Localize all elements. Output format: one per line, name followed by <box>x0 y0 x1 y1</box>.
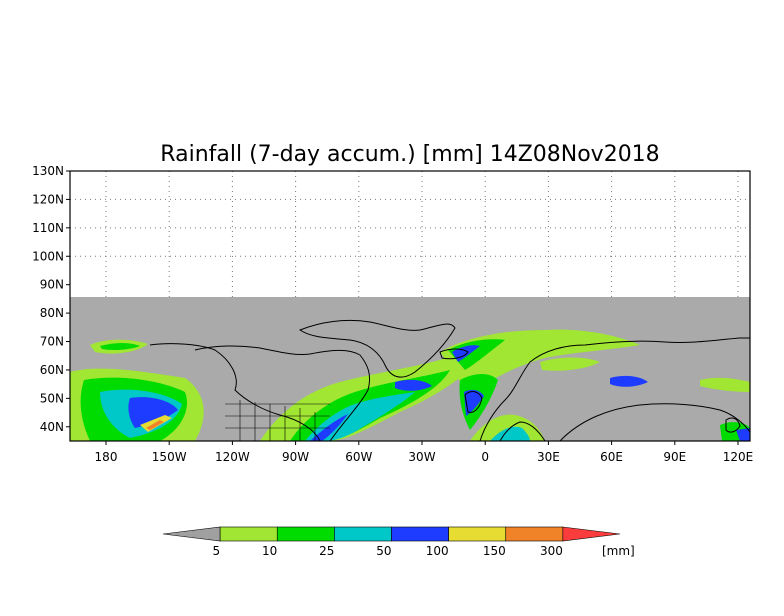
latitude-labels: 130N 120N 110N 100N 90N 80N 70N 60N 50N 40N <box>32 164 64 434</box>
lon-label: 0 <box>481 450 489 464</box>
lon-label: 120W <box>215 450 250 464</box>
colorbar-tick-label: 300 <box>540 544 563 558</box>
lon-label: 90E <box>663 450 686 464</box>
lat-label: 50N <box>40 391 64 405</box>
latitude-ticks <box>66 170 70 428</box>
lat-label: 40N <box>40 420 64 434</box>
us-state-borders <box>225 400 330 441</box>
rain-area-east-asia <box>700 377 750 392</box>
rain-area-europe-west-intense <box>464 389 484 416</box>
coastline-north-america-west <box>149 343 321 441</box>
rain-area-siberia <box>610 375 648 387</box>
colorbar-segment <box>334 526 392 542</box>
coastline-greenland <box>298 319 456 378</box>
colorbar: 5 10 25 50 100 150 300 [mm] <box>162 526 635 558</box>
longitude-ticks <box>105 441 739 445</box>
colorbar-units: [mm] <box>602 544 635 558</box>
coastline-asia-south <box>559 403 750 441</box>
coastline-mediterranean <box>499 421 546 441</box>
lon-label: 60W <box>345 450 372 464</box>
colorbar-tick-label: 10 <box>262 544 277 558</box>
lat-label: 90N <box>40 278 64 292</box>
colorbar-tick-label: 150 <box>483 544 506 558</box>
map-title: Rainfall (7-day accum.) [mm] 14Z08Nov201… <box>160 142 659 167</box>
map-plot-area <box>70 171 750 441</box>
coastline-canada <box>194 345 371 441</box>
rain-area-atlantic-intense <box>310 414 348 441</box>
lon-label: 30W <box>408 450 435 464</box>
colorbar-high-arrow <box>562 526 621 542</box>
lon-label: 180 <box>95 450 118 464</box>
coastline-iceland <box>439 348 469 360</box>
coastline-japan <box>725 417 741 433</box>
lat-label: 60N <box>40 363 64 377</box>
coastlines <box>149 319 750 441</box>
rain-area-russia <box>540 357 600 371</box>
lat-label: 80N <box>40 306 64 320</box>
coastline-uk <box>464 391 483 413</box>
rain-area-pacific-max <box>146 420 164 430</box>
lat-label: 130N <box>32 164 64 178</box>
lat-label: 70N <box>40 335 64 349</box>
colorbar-segment <box>391 526 449 542</box>
us-state-border-grid <box>225 400 330 441</box>
rain-area-iceland-core <box>448 339 505 370</box>
rain-area-pacific-intense <box>128 397 178 428</box>
lon-label: 60E <box>600 450 623 464</box>
rain-area-japan-intense <box>736 428 750 441</box>
lat-label: 120N <box>32 192 64 206</box>
coastline-eurasia-north <box>479 337 750 441</box>
lat-label: 110N <box>32 221 64 235</box>
colorbar-tick-label: 5 <box>212 544 220 558</box>
colorbar-tick-label: 25 <box>319 544 334 558</box>
rain-area-midatlantic <box>395 379 432 391</box>
colorbar-low-arrow <box>162 526 221 542</box>
colorbar-tick-label: 50 <box>376 544 391 558</box>
rainfall-fields <box>70 329 750 441</box>
lon-label: 30E <box>537 450 560 464</box>
lon-label: 90W <box>282 450 309 464</box>
colorbar-segment <box>276 526 335 542</box>
lat-label: 100N <box>32 249 64 263</box>
rain-area-mediterranean-core <box>490 426 530 441</box>
gridlines <box>70 171 750 297</box>
colorbar-segment <box>505 526 564 542</box>
plot-frame <box>69 170 751 442</box>
rain-area-bering-core <box>100 343 140 350</box>
colorbar-segment <box>219 526 278 542</box>
longitude-labels: 180 150W 120W 90W 60W 30W 0 30E 60E 90E 120E <box>95 450 754 464</box>
lon-label: 120E <box>723 450 754 464</box>
lon-label: 150W <box>152 450 187 464</box>
colorbar-tick-label: 100 <box>426 544 449 558</box>
colorbar-segment <box>448 526 507 542</box>
